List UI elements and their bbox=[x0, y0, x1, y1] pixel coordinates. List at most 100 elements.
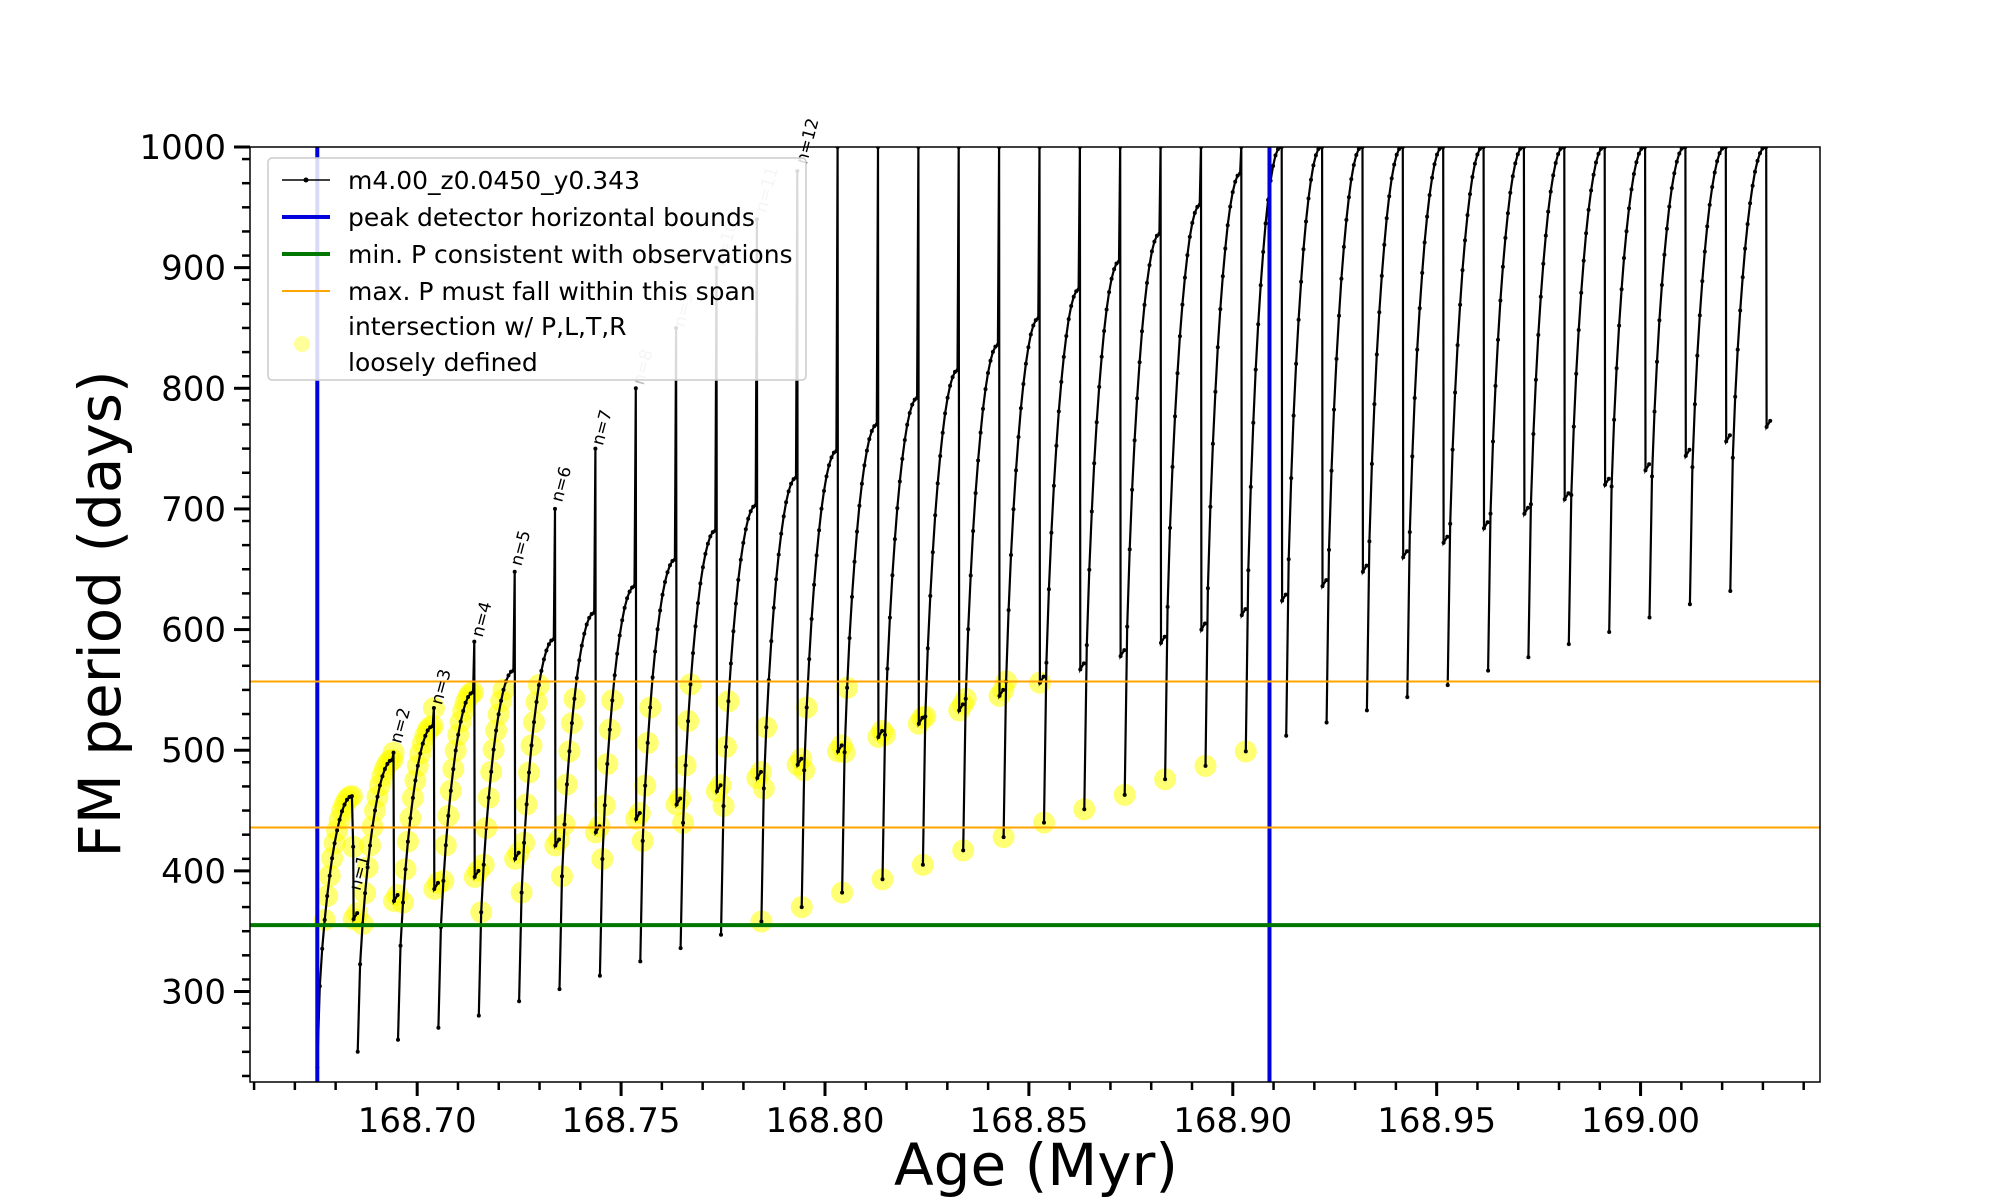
pulse-cycle-line bbox=[719, 219, 762, 935]
track-point bbox=[957, 708, 962, 713]
track-point bbox=[1243, 749, 1248, 754]
track-point bbox=[1225, 223, 1230, 228]
mode-label: n=2 bbox=[386, 706, 415, 746]
track-point bbox=[1246, 568, 1251, 573]
track-point bbox=[1360, 569, 1365, 574]
track-point bbox=[795, 762, 800, 767]
track-point bbox=[1482, 526, 1486, 531]
track-point bbox=[1173, 414, 1177, 419]
legend-label: loosely defined bbox=[348, 348, 538, 377]
track-point bbox=[330, 856, 335, 861]
track-point bbox=[1284, 733, 1289, 738]
track-point bbox=[1432, 162, 1437, 167]
track-point bbox=[1491, 439, 1495, 444]
track-point bbox=[746, 516, 751, 521]
track-point bbox=[1553, 161, 1558, 165]
track-point bbox=[1647, 462, 1652, 467]
track-point bbox=[845, 685, 850, 690]
track-point bbox=[553, 843, 558, 848]
track-point bbox=[836, 749, 840, 754]
track-point bbox=[1364, 708, 1369, 713]
track-point bbox=[1299, 279, 1304, 284]
track-point bbox=[1258, 283, 1263, 288]
track-point bbox=[688, 682, 693, 687]
track-point bbox=[634, 817, 639, 821]
track-point bbox=[650, 675, 655, 680]
track-point bbox=[1453, 390, 1458, 395]
pulse-cycle-line bbox=[558, 448, 601, 990]
track-point bbox=[501, 687, 506, 692]
track-point bbox=[719, 932, 723, 937]
track-point bbox=[809, 617, 814, 621]
track-point bbox=[1652, 409, 1657, 414]
track-point bbox=[916, 721, 921, 726]
track-point bbox=[1031, 323, 1036, 328]
track-point bbox=[553, 506, 557, 511]
track-point bbox=[660, 592, 665, 597]
track-point bbox=[1643, 468, 1648, 473]
track-point bbox=[1069, 304, 1074, 308]
track-point bbox=[859, 481, 864, 486]
legend-label: m4.00_z0.0450_y0.343 bbox=[348, 166, 640, 195]
track-point bbox=[1710, 185, 1715, 189]
track-point bbox=[880, 728, 885, 733]
track-point bbox=[340, 809, 344, 814]
track-point bbox=[1503, 235, 1508, 240]
track-point bbox=[612, 673, 617, 678]
track-point bbox=[799, 905, 804, 910]
pulse-cycle-line bbox=[396, 707, 439, 1040]
legend-label: max. P must fall within this span bbox=[348, 277, 756, 306]
track-point bbox=[1460, 268, 1465, 273]
track-point bbox=[1430, 175, 1435, 180]
x-tick-label: 169.00 bbox=[1581, 1101, 1700, 1141]
track-point bbox=[1071, 294, 1076, 299]
pulse-cycle-line bbox=[477, 571, 520, 1016]
track-point bbox=[560, 874, 564, 879]
track-point bbox=[461, 709, 466, 713]
track-point bbox=[812, 582, 817, 587]
track-point bbox=[320, 946, 325, 951]
track-point bbox=[1286, 557, 1291, 562]
track-point bbox=[1192, 210, 1197, 215]
track-point bbox=[1180, 302, 1185, 307]
pulse-cycle-line bbox=[1325, 147, 1368, 723]
track-point bbox=[536, 683, 541, 688]
track-point bbox=[1672, 171, 1677, 176]
track-point bbox=[1337, 313, 1341, 318]
track-point bbox=[1329, 468, 1334, 473]
track-point bbox=[1082, 807, 1087, 812]
track-point bbox=[834, 449, 839, 453]
track-point bbox=[945, 395, 950, 400]
track-point bbox=[736, 577, 741, 582]
x-tick-label: 168.70 bbox=[358, 1101, 477, 1141]
pulse-cycle-line bbox=[962, 147, 1005, 851]
track-point bbox=[668, 563, 672, 568]
track-point bbox=[1513, 161, 1518, 166]
track-point bbox=[355, 911, 360, 916]
track-point bbox=[681, 820, 686, 825]
track-point bbox=[1283, 592, 1288, 597]
track-point bbox=[1102, 329, 1107, 333]
track-point bbox=[1485, 520, 1490, 525]
track-point bbox=[1401, 555, 1406, 560]
track-point bbox=[1364, 563, 1369, 568]
track-point bbox=[1450, 447, 1455, 452]
track-point bbox=[516, 850, 521, 855]
pulse-cycle-line bbox=[518, 508, 561, 1002]
track-point bbox=[1125, 624, 1130, 629]
track-point bbox=[373, 808, 377, 813]
track-point bbox=[1339, 276, 1344, 281]
track-point bbox=[587, 615, 592, 620]
track-point bbox=[1011, 507, 1016, 512]
track-point bbox=[1059, 379, 1064, 384]
track-point bbox=[1695, 353, 1700, 358]
pulse-cycle-line bbox=[598, 388, 641, 976]
track-point bbox=[1203, 621, 1207, 626]
track-point bbox=[358, 962, 363, 967]
track-point bbox=[1324, 578, 1329, 583]
track-point bbox=[1448, 521, 1453, 526]
track-point bbox=[1168, 525, 1172, 530]
track-point bbox=[377, 783, 382, 788]
track-point bbox=[1023, 361, 1028, 366]
track-point bbox=[769, 639, 774, 644]
